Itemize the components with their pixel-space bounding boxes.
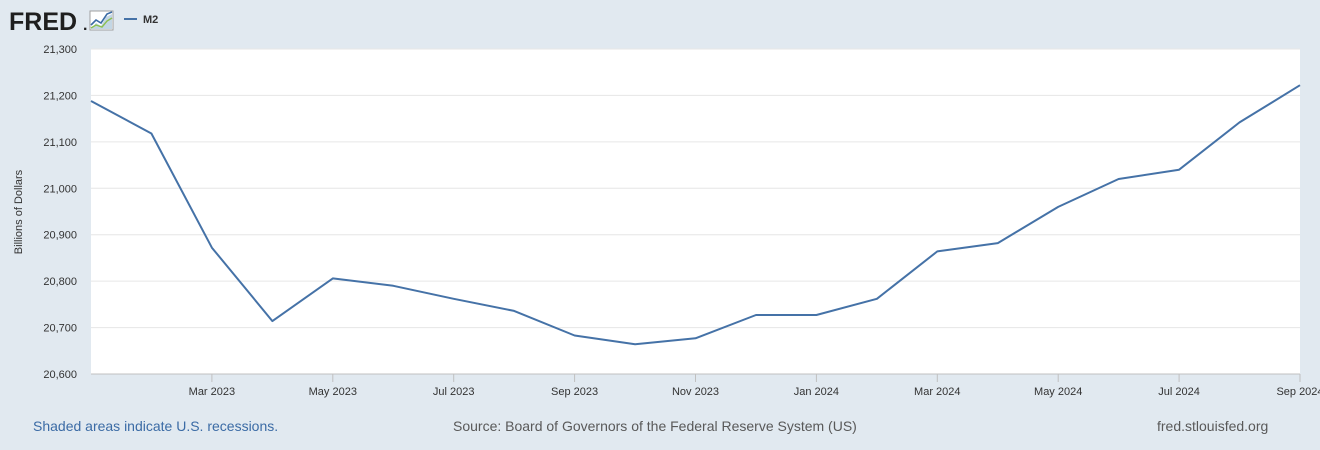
y-tick-label: 20,700	[43, 323, 77, 335]
data-point[interactable]	[935, 249, 939, 253]
source-note: Source: Board of Governors of the Federa…	[453, 418, 857, 434]
y-tick-label: 20,900	[43, 230, 77, 242]
data-point[interactable]	[694, 336, 698, 340]
plot-area	[91, 49, 1300, 374]
x-tick-label: Jul 2023	[433, 386, 475, 398]
data-point[interactable]	[875, 297, 879, 301]
fred-logo-text: FRED	[9, 8, 77, 36]
y-tick-label: 21,000	[43, 183, 77, 195]
data-point[interactable]	[270, 319, 274, 323]
data-point[interactable]	[1177, 168, 1181, 172]
data-point[interactable]	[331, 276, 335, 280]
y-tick-label: 20,600	[43, 369, 77, 381]
site-url[interactable]: fred.stlouisfed.org	[1157, 418, 1269, 434]
data-point[interactable]	[391, 284, 395, 288]
data-point[interactable]	[210, 246, 214, 250]
series-line-m2[interactable]	[90, 84, 1301, 346]
x-tick-label: May 2024	[1034, 386, 1082, 398]
y-axis-title: Billions of Dollars	[13, 169, 25, 254]
data-point[interactable]	[89, 99, 93, 103]
data-point[interactable]	[1117, 177, 1121, 181]
data-point[interactable]	[1298, 83, 1302, 87]
data-point[interactable]	[452, 297, 456, 301]
data-point[interactable]	[633, 342, 637, 346]
legend[interactable]: M2	[124, 14, 158, 26]
data-point[interactable]	[754, 313, 758, 317]
x-tick-label: Nov 2023	[672, 386, 719, 398]
x-tick-label: Sep 2024	[1276, 386, 1320, 398]
data-point[interactable]	[512, 309, 516, 313]
data-point[interactable]	[996, 241, 1000, 245]
x-tick-label: Jul 2024	[1158, 386, 1200, 398]
fred-logo[interactable]: FRED .	[9, 8, 114, 36]
fred-logo-dot: .	[83, 17, 87, 34]
y-tick-label: 21,200	[43, 90, 77, 102]
data-point[interactable]	[1238, 120, 1242, 124]
data-point[interactable]	[149, 132, 153, 136]
x-axis-ticks: Mar 2023 May 2023 Jul 2023 Sep 2023 Nov 2023…	[189, 374, 1320, 398]
fred-logo-chart-icon	[89, 10, 114, 31]
x-tick-label: Mar 2024	[914, 386, 960, 398]
y-tick-label: 21,300	[43, 44, 77, 56]
data-point[interactable]	[573, 333, 577, 337]
data-point[interactable]	[814, 313, 818, 317]
x-tick-label: May 2023	[309, 386, 357, 398]
x-tick-label: Sep 2023	[551, 386, 598, 398]
recession-note-link[interactable]: Shaded areas indicate U.S. recessions.	[33, 418, 279, 434]
data-point[interactable]	[1056, 205, 1060, 209]
y-axis-ticks: 20,600 20,700 20,800 20,900 21,000 21,100 21,2…	[43, 44, 77, 381]
y-tick-label: 21,100	[43, 137, 77, 149]
legend-label-m2: M2	[143, 14, 158, 26]
x-tick-label: Mar 2023	[189, 386, 235, 398]
x-tick-label: Jan 2024	[794, 386, 839, 398]
y-tick-label: 20,800	[43, 276, 77, 288]
